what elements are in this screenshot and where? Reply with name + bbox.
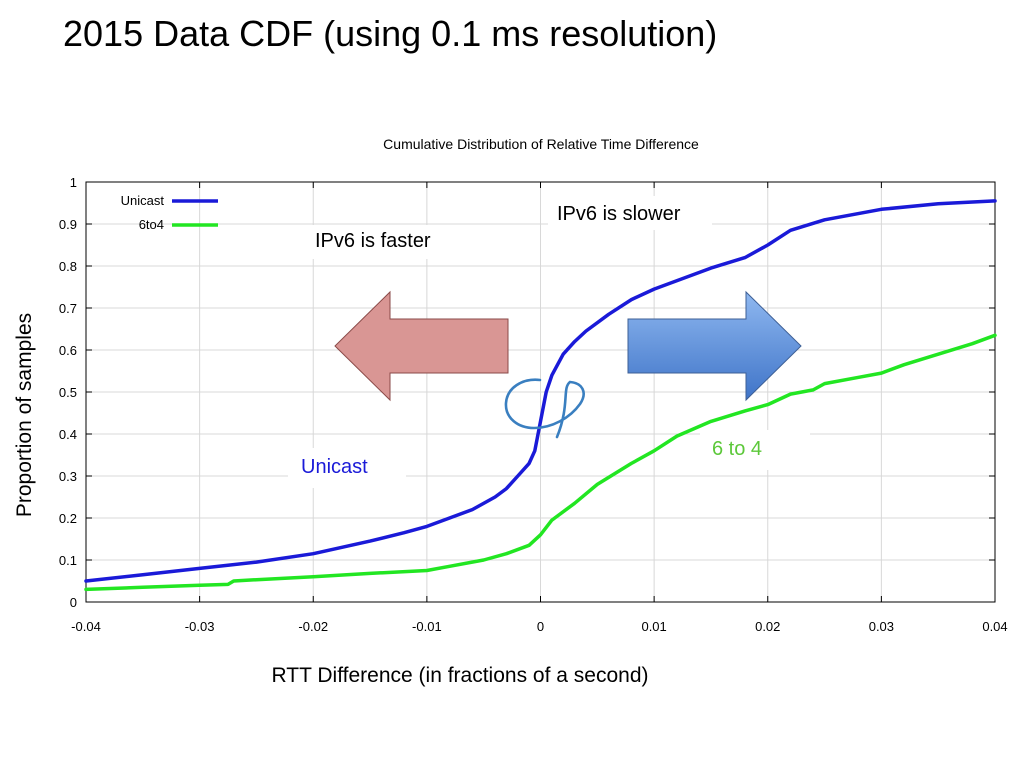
y-tick-label: 1 xyxy=(70,175,77,190)
y-tick-label: 0.2 xyxy=(59,511,77,526)
legend-label-6to4: 6to4 xyxy=(139,217,164,232)
series-line-6to4 xyxy=(84,333,997,592)
legend-label-unicast: Unicast xyxy=(121,193,165,208)
tick-marks xyxy=(85,181,996,603)
annotation-ipv6-slower: IPv6 is slower xyxy=(557,203,681,225)
x-tick-label: 0.01 xyxy=(641,619,666,634)
right-arrow-slower xyxy=(627,290,802,402)
y-axis-label: Proportion of samples xyxy=(13,313,36,517)
annotation-6to4: 6 to 4 xyxy=(712,438,762,460)
y-tick-label: 0.1 xyxy=(59,553,77,568)
x-tick-labels: -0.04 -0.03 -0.02 -0.01 0 0.01 0.02 0.03 0.04 xyxy=(71,619,1007,634)
chart-title: Cumulative Distribution of Relative Time… xyxy=(383,136,699,152)
annot-bg-6to4 xyxy=(700,430,810,470)
annot-bg-unicast xyxy=(288,448,406,488)
x-tick-label: 0.02 xyxy=(755,619,780,634)
y-tick-label: 0.4 xyxy=(59,427,77,442)
y-tick-label: 0.3 xyxy=(59,469,77,484)
series-lines xyxy=(84,199,997,592)
annot-bg-slower xyxy=(548,196,712,230)
x-tick-label: -0.02 xyxy=(298,619,328,634)
y-tick-label: 0.9 xyxy=(59,217,77,232)
x-tick-label: -0.03 xyxy=(185,619,215,634)
y-tick-label: 0.8 xyxy=(59,259,77,274)
left-arrow-faster xyxy=(334,290,509,402)
y-tick-label: 0.7 xyxy=(59,301,77,316)
x-tick-label: 0.04 xyxy=(982,619,1007,634)
crossing-scribble xyxy=(504,378,585,439)
y-tick-label: 0 xyxy=(70,595,77,610)
y-tick-labels: 0 0.1 0.2 0.3 0.4 0.5 0.6 0.7 0.8 0.9 1 xyxy=(59,175,77,610)
slide-title: 2015 Data CDF (using 0.1 ms resolution) xyxy=(63,13,718,54)
x-tick-label: -0.04 xyxy=(71,619,101,634)
annot-bg-faster xyxy=(305,225,465,259)
grid xyxy=(86,182,995,602)
x-axis-label: RTT Difference (in fractions of a second… xyxy=(271,664,648,687)
y-tick-label: 0.6 xyxy=(59,343,77,358)
annotation-ipv6-faster: IPv6 is faster xyxy=(315,230,431,252)
x-tick-label: 0 xyxy=(537,619,544,634)
x-tick-label: -0.01 xyxy=(412,619,442,634)
legend: Unicast 6to4 xyxy=(121,193,218,232)
x-tick-label: 0.03 xyxy=(869,619,894,634)
y-tick-label: 0.5 xyxy=(59,385,77,400)
series-line-unicast xyxy=(84,199,997,583)
annotation-unicast: Unicast xyxy=(301,456,368,478)
